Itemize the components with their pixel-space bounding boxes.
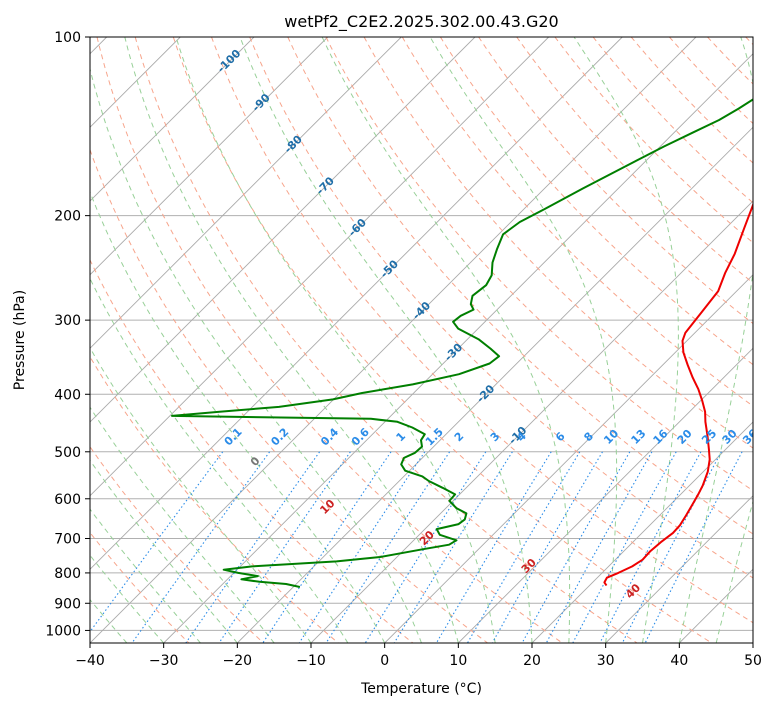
x-tick-label: 30: [597, 653, 615, 669]
series-layer: [171, 98, 753, 588]
isotherm-line: [236, 126, 753, 643]
dry-adiabat-line: [172, 37, 712, 643]
mixing-ratio-line: [131, 451, 271, 643]
moist-adiabat-line: [321, 37, 571, 643]
moist-adiabat-line: [90, 508, 201, 643]
y-axis-title: Pressure (hPa): [12, 290, 28, 390]
background-lines: [90, 37, 753, 643]
dry-adiabat-line: [90, 445, 264, 643]
x-tick-label: −10: [296, 653, 326, 669]
dry-adiabat-line: [363, 37, 753, 449]
mixing-ratio-line: [599, 451, 702, 643]
dry-adiabat-line: [134, 37, 638, 643]
x-tick-label: −30: [149, 653, 179, 669]
plot-frame: [89, 36, 754, 644]
mixing-ratio-line: [364, 451, 487, 643]
moist-adiabat-line: [90, 598, 128, 643]
dry-adiabat-line: [90, 258, 414, 643]
axes: −40 −30 −20 −10 0 10 20 30 40 50 100 200 300 400 500 60…: [45, 30, 762, 669]
mixing-ratio-line: [572, 451, 677, 643]
moist-adiabat-line: [175, 37, 496, 643]
moist-adiabat-line: [90, 67, 422, 643]
isotherm-line: [605, 495, 753, 643]
y-tick-label: 200: [54, 209, 81, 225]
dry-adiabat-line: [211, 37, 753, 624]
y-tick-label: 800: [54, 566, 81, 582]
moist-adiabat-line: [124, 37, 459, 643]
mixing-ratio-line: [262, 451, 392, 643]
y-tick-label: 900: [54, 596, 81, 612]
dewpoint-profile-line: [171, 98, 753, 588]
isotherm-line: [90, 37, 329, 276]
x-tick-label: 0: [380, 653, 389, 669]
mixing-ratio-line: [467, 451, 581, 643]
moist-adiabat-line: [429, 37, 618, 643]
y-tick-label: 600: [54, 492, 81, 508]
moist-adiabat-line: [90, 190, 386, 643]
isotherm-line: [457, 347, 753, 643]
mixing-ratio-line: [218, 451, 351, 643]
y-tick-label: 300: [54, 313, 81, 329]
mixing-ratio-line: [545, 451, 653, 643]
y-tick-label: 1000: [45, 623, 81, 639]
dry-adiabat-line: [401, 37, 753, 407]
chart-title: wetPf2_C2E2.2025.302.00.43.G20: [284, 12, 558, 32]
moist-adiabat-line: [239, 37, 533, 643]
dry-adiabat-line: [96, 37, 563, 643]
dry-adiabat-line: [90, 531, 190, 643]
temperature-profile-line: [603, 202, 753, 587]
isotherm-line: [90, 37, 623, 570]
x-tick-label: 50: [744, 653, 762, 669]
dry-adiabat-line: [249, 37, 753, 579]
moist-adiabat-line: [90, 554, 165, 643]
x-tick-label: −20: [223, 653, 253, 669]
moist-adiabat-line: [90, 277, 349, 643]
mixing-ratio-line: [393, 451, 513, 643]
x-axis-title: Temperature (°C): [360, 681, 482, 697]
isotherm-line: [90, 37, 255, 202]
mixing-ratio-line: [491, 451, 603, 643]
moist-adiabat-line: [90, 406, 275, 643]
isotherm-line: [384, 274, 753, 643]
isotherm-line: [90, 37, 697, 643]
isotherm-line: [163, 53, 753, 643]
moist-adiabat-line: [90, 346, 312, 643]
mixing-ratio-line: [435, 451, 552, 643]
dry-adiabat-line: [630, 37, 753, 164]
x-tick-label: 10: [449, 653, 467, 669]
isotherm-line: [90, 37, 550, 497]
mixing-ratio-line: [521, 451, 631, 643]
dry-adiabat-line: [439, 37, 753, 366]
mixing-ratio-line: [644, 451, 743, 643]
y-tick-label: 700: [54, 532, 81, 548]
dry-adiabat-line: [478, 37, 753, 325]
moist-adiabat-line: [573, 37, 679, 643]
y-tick-label: 400: [54, 387, 81, 403]
isotherm-line: [90, 37, 476, 423]
x-tick-label: 20: [523, 653, 541, 669]
x-tick-label: −40: [75, 653, 105, 669]
dry-adiabat-line: [516, 37, 753, 284]
x-tick-label: 40: [670, 653, 688, 669]
isotherm-line: [531, 421, 753, 643]
mixing-ratio-line: [185, 451, 321, 643]
moist-adiabat-line: [90, 459, 238, 643]
isotherm-line: [310, 200, 753, 643]
isotherm-line: [90, 37, 402, 349]
y-tick-label: 500: [54, 445, 81, 461]
y-tick-label: 100: [54, 30, 81, 46]
